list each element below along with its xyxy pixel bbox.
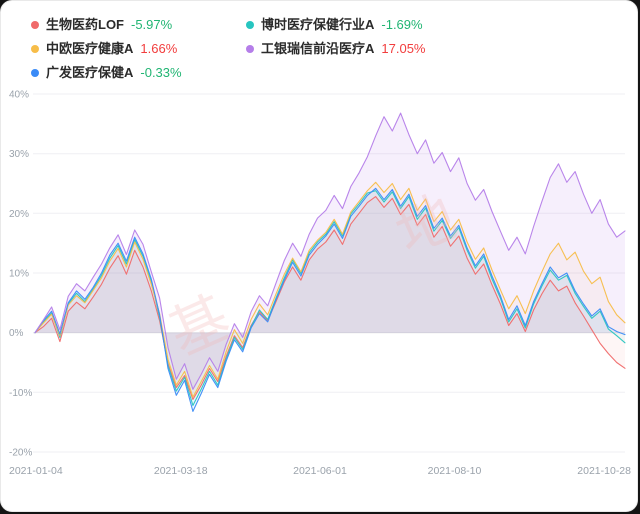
series-line [34, 196, 626, 401]
performance-line-chart[interactable]: 40% 30% 20% 10% 0% -10% -20% 2021-01-04 2021-03-… [1, 84, 638, 486]
series-line [34, 181, 626, 398]
y-axis-label: -20% [9, 448, 32, 459]
x-axis-label: 2021-03-18 [154, 465, 208, 477]
legend-dot-icon [31, 44, 39, 53]
y-axis-label: -10% [9, 388, 32, 399]
x-axis-label: 2021-08-10 [428, 465, 482, 477]
legend-series-value: -0.33% [140, 65, 182, 80]
y-axis-label: 10% [9, 269, 29, 280]
legend-item-shengwu-yiyao-lof[interactable]: 生物医药LOF -5.97% [31, 17, 246, 32]
legend-series-value: -1.69% [381, 17, 423, 32]
y-axis-label: 0% [9, 328, 24, 339]
legend-item-guangfa-yiliao[interactable]: 广发医疗保健A -0.33% [31, 65, 246, 80]
legend-series-name: 博时医疗保健行业A [261, 17, 375, 32]
y-axis-label: 30% [9, 149, 29, 160]
legend-dot-icon [246, 20, 254, 29]
legend-item-boshi-yiliao[interactable]: 博时医疗保健行业A -1.69% [246, 17, 627, 32]
legend-series-name: 广发医疗保健A [46, 65, 134, 80]
x-axis-label: 2021-10-28 [577, 465, 631, 477]
legend-series-value: -5.97% [131, 17, 173, 32]
legend-series-value: 17.05% [381, 41, 426, 56]
series-area [35, 182, 625, 398]
series-line [34, 187, 626, 412]
series-area [35, 196, 625, 400]
chart-area: 40% 30% 20% 10% 0% -10% -20% 2021-01-04 2021-03-… [1, 84, 637, 486]
series-line [34, 112, 626, 390]
legend-series-value: 1.66% [140, 41, 178, 56]
legend-series-name: 中欧医疗健康A [46, 41, 134, 56]
legend-item-zhongou-yiliao[interactable]: 中欧医疗健康A 1.66% [31, 41, 246, 56]
x-axis-label: 2021-01-04 [9, 465, 63, 477]
legend: 生物医药LOF -5.97% 博时医疗保健行业A -1.69% 中欧医疗健康A … [1, 1, 637, 82]
series-area [35, 188, 625, 412]
legend-item-gongyin-ruixin[interactable]: 工银瑞信前沿医疗A 17.05% [246, 41, 627, 56]
y-axis-label: 20% [9, 209, 29, 220]
series-area [35, 190, 625, 406]
legend-series-name: 工银瑞信前沿医疗A [261, 41, 375, 56]
legend-dot-icon [31, 20, 39, 29]
y-axis-label: 40% [9, 90, 29, 101]
x-axis-label: 2021-06-01 [293, 465, 347, 477]
series-area [35, 113, 625, 390]
legend-series-name: 生物医药LOF [46, 17, 124, 32]
series-line [34, 190, 626, 407]
legend-dot-icon [31, 68, 39, 77]
legend-dot-icon [246, 44, 254, 53]
